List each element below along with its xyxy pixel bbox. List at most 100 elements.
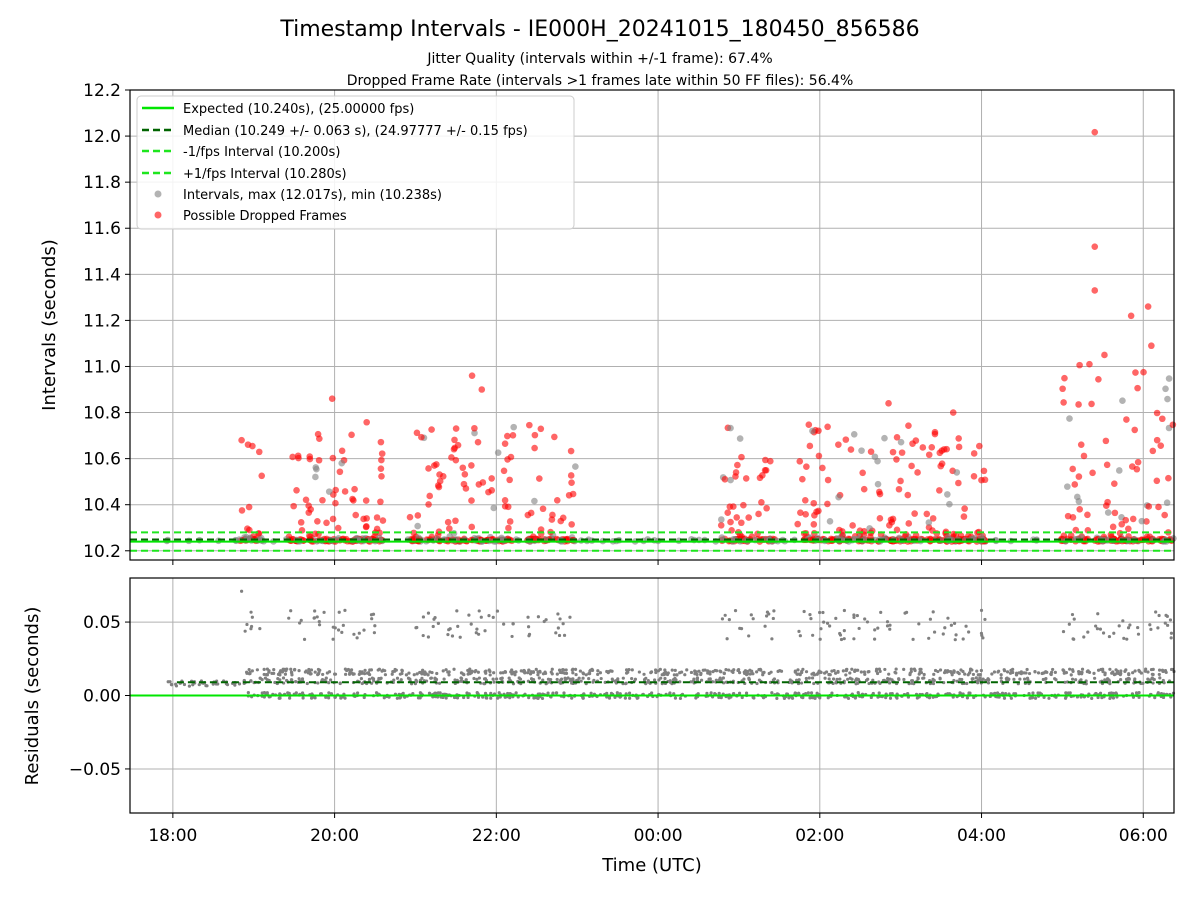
residual-point [824, 670, 829, 674]
dropped-frame-point [454, 441, 462, 449]
interval-point [809, 427, 816, 435]
residual-point [1108, 667, 1112, 671]
residual-point [884, 696, 888, 700]
residual-point [887, 681, 892, 685]
residual-point [367, 677, 372, 681]
dropped-frame-point [1102, 502, 1110, 510]
residual-point [663, 676, 667, 681]
residual-outlier-point [487, 614, 491, 618]
residual-point [1164, 670, 1168, 675]
residual-point [484, 669, 488, 673]
residual-point [382, 696, 386, 700]
residual-outlier-point [822, 620, 826, 624]
residual-point [910, 679, 915, 683]
dropped-frame-point [1080, 452, 1088, 460]
dropped-frame-point [1153, 409, 1161, 417]
residual-point [357, 672, 361, 676]
dropped-frame-point [245, 503, 253, 511]
dropped-frame-point [1101, 351, 1108, 359]
dropped-frame-point [351, 485, 358, 493]
dropped-frame-point [898, 449, 906, 456]
residual-point [804, 670, 809, 674]
dropped-frame-point [908, 462, 915, 470]
dropped-frame-point [885, 400, 892, 407]
interval-point [572, 463, 579, 470]
residual-point [1078, 670, 1082, 674]
chart-subtitle-dropped: Dropped Frame Rate (intervals >1 frames … [347, 73, 854, 89]
residual-point [1011, 667, 1015, 671]
residual-point [566, 676, 570, 680]
residual-point [968, 671, 972, 675]
intervals-reference-lines [130, 531, 1174, 552]
residual-point [853, 696, 857, 700]
residual-outlier-point [928, 617, 932, 621]
dropped-frame-point [468, 462, 475, 469]
dropped-frame-point [756, 474, 764, 482]
residual-point [587, 677, 591, 681]
dropped-frame-point [849, 522, 856, 529]
residual-outlier-point [855, 613, 859, 618]
residual-point [470, 669, 474, 673]
residual-outlier-point [544, 618, 548, 622]
dropped-frame-point [290, 502, 297, 510]
residual-outlier-point [474, 631, 478, 635]
residual-point [623, 696, 627, 700]
residual-point [916, 677, 920, 681]
residual-point [297, 668, 301, 673]
residual-point [796, 668, 800, 672]
residual-point [418, 678, 423, 682]
residual-point [377, 667, 382, 671]
residual-outlier-point [287, 616, 291, 620]
residual-point [932, 678, 936, 683]
residuals-points [166, 589, 1176, 701]
residual-point [1033, 670, 1037, 674]
residual-point [1031, 691, 1035, 695]
residual-outlier-point [852, 637, 856, 641]
dropped-frame-point [943, 445, 950, 453]
legend-label-plus-1fps: +1/fps Interval (10.280s) [183, 167, 347, 182]
residual-point [1114, 691, 1118, 695]
residual-outlier-point [931, 610, 935, 614]
residual-point [300, 691, 305, 695]
residuals-reference-lines [130, 681, 1174, 697]
dropped-frame-point [452, 425, 460, 432]
residual-point [818, 696, 822, 700]
residual-point [499, 677, 503, 681]
residual-point [447, 670, 451, 674]
residual-point [714, 678, 718, 682]
residuals-y-axis-label: Residuals (seconds) [22, 607, 43, 786]
dropped-frame-point [819, 464, 826, 472]
residual-point [581, 671, 585, 675]
residual-outlier-point [1169, 636, 1173, 640]
residual-point [442, 677, 446, 681]
residual-outlier-point [770, 637, 774, 641]
residual-outlier-point [1112, 631, 1116, 635]
intervals-y-tick-label: 12.0 [83, 127, 121, 147]
residual-outlier-point [953, 638, 957, 642]
dropped-frame-point [319, 496, 326, 504]
dropped-frame-point [893, 433, 901, 441]
residual-point [931, 695, 935, 699]
residual-point [513, 673, 517, 677]
dropped-frame-point [847, 446, 855, 453]
residual-outlier-point [1082, 635, 1086, 639]
residual-point [1108, 682, 1112, 686]
interval-point [414, 522, 421, 530]
residual-point [430, 670, 434, 675]
residual-point [509, 670, 513, 674]
dropped-frame-point [258, 472, 266, 480]
residual-point [618, 692, 622, 696]
residual-point [683, 673, 687, 677]
dropped-frame-point [504, 432, 511, 440]
residual-point [1009, 696, 1013, 700]
residual-point [975, 669, 979, 673]
legend-label-median: Median (10.249 +/- 0.063 s), (24.97777 +… [183, 124, 528, 139]
interval-point [531, 497, 538, 505]
residual-point [522, 669, 527, 673]
residual-outlier-point [979, 608, 984, 612]
residual-point [1036, 671, 1041, 675]
dropped-frame-point [1148, 342, 1155, 350]
residual-outlier-point [825, 621, 830, 625]
residual-outlier-point [723, 613, 727, 617]
residual-point [197, 683, 201, 687]
